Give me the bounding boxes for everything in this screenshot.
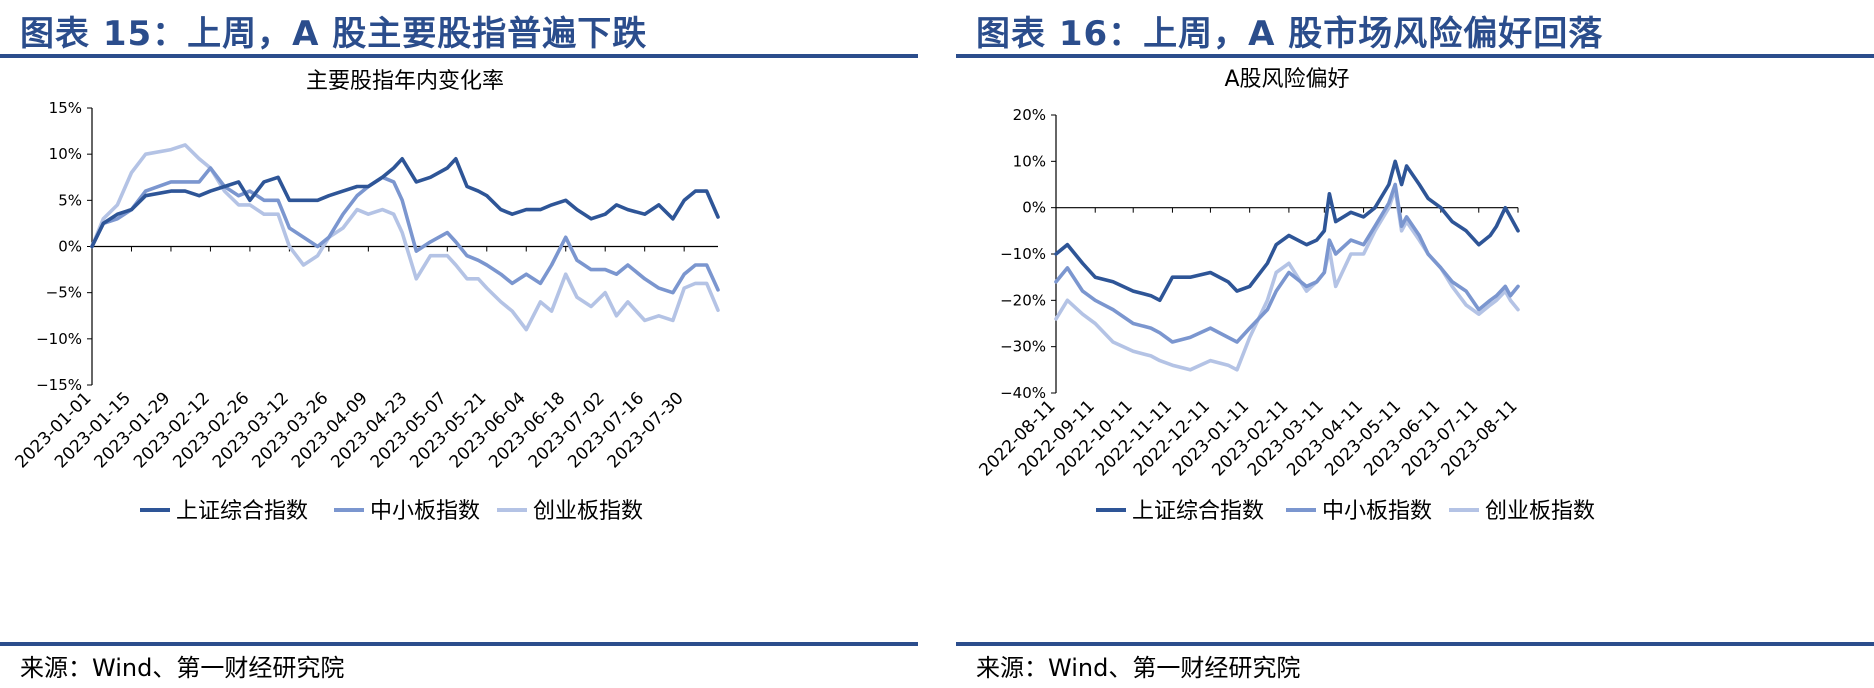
- y-tick-label: 15%: [49, 99, 82, 117]
- legend-label: 创业板指数: [533, 499, 643, 524]
- y-tick-label: −40%: [1000, 384, 1046, 402]
- series-line-0: [1054, 159, 1520, 303]
- chart-title: 主要股指年内变化率: [306, 69, 504, 94]
- series-line-1: [90, 166, 720, 295]
- y-tick-label: 0%: [1022, 199, 1046, 217]
- line-chart-risk-appetite: A股风险偏好20%10%0%−10%−20%−30%−40%2022-08-11…: [976, 67, 1595, 524]
- legend-label: 中小板指数: [370, 499, 480, 524]
- y-tick-label: 0%: [58, 238, 82, 256]
- line-chart-index-ytd-change: 主要股指年内变化率15%10%5%0%−5%−10%−15%2023-01-01…: [12, 69, 720, 524]
- figure-title: 图表 15：上周，A 股主要股指普遍下跌: [20, 14, 648, 54]
- y-tick-label: −10%: [1000, 245, 1046, 263]
- figure-panel-15: 图表 15：上周，A 股主要股指普遍下跌 主要股指年内变化率 15% 10% 5% 0%…: [0, 0, 918, 688]
- chart-title: A股风险偏好: [1224, 67, 1349, 92]
- series-line-1: [1054, 182, 1520, 344]
- y-tick-label: 20%: [1013, 106, 1046, 124]
- series-line-0: [90, 157, 720, 249]
- y-tick-label: −15%: [36, 376, 82, 394]
- title-rule: [0, 54, 918, 58]
- y-tick-label: −10%: [36, 330, 82, 348]
- y-tick-label: −20%: [1000, 291, 1046, 309]
- legend-label: 中小板指数: [1322, 499, 1432, 524]
- source-note: 来源：Wind、第一财经研究院: [20, 654, 345, 682]
- title-rule: [956, 54, 1874, 58]
- source-note: 来源：Wind、第一财经研究院: [976, 654, 1301, 682]
- y-tick-label: 10%: [49, 145, 82, 163]
- figure-title: 图表 16：上周，A 股市场风险偏好回落: [976, 14, 1604, 54]
- source-rule: [956, 642, 1874, 646]
- y-tick-label: −30%: [1000, 338, 1046, 356]
- y-tick-label: 5%: [58, 191, 82, 209]
- figure-panel-16: 图表 16：上周，A 股市场风险偏好回落 A股风险偏好 20% 10% 0% −10% −…: [956, 0, 1874, 688]
- legend-label: 创业板指数: [1485, 499, 1595, 524]
- source-rule: [0, 642, 918, 646]
- y-tick-label: 10%: [1013, 152, 1046, 170]
- y-tick-label: −5%: [46, 284, 82, 302]
- series-line-2: [90, 143, 720, 332]
- legend-label: 上证综合指数: [176, 499, 308, 524]
- legend-label: 上证综合指数: [1132, 499, 1264, 524]
